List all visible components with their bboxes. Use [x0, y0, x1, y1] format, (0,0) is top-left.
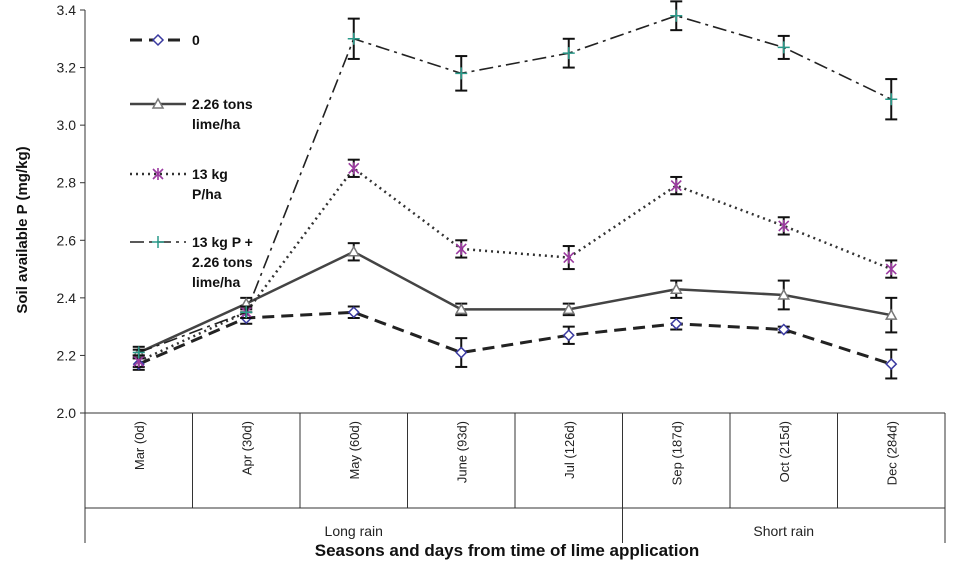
x-category-label: Apr (30d): [239, 421, 254, 475]
data-point: [563, 251, 575, 264]
x-category-label: Oct (215d): [777, 421, 792, 482]
x-category-label: May (60d): [347, 421, 362, 480]
data-point: [151, 33, 165, 47]
x-categories: Mar (0d) Apr (30d) May (60d) June (93d) Jul …: [132, 421, 900, 485]
legend-item-2: 2.26 tons lime/ha: [130, 96, 253, 132]
data-point: [562, 302, 576, 315]
x-category-label: Dec (284d): [884, 421, 899, 485]
season-label: Short rain: [753, 523, 814, 539]
data-point: [454, 302, 468, 315]
x-category-label: Jul (126d): [562, 421, 577, 479]
series-line: [138, 310, 892, 366]
data-point: [562, 47, 575, 60]
data-point: [132, 346, 145, 359]
data-point: [885, 263, 897, 276]
axes: [84, 10, 946, 543]
y-tick-label: 3.2: [57, 60, 77, 76]
y-tick-label: 2.8: [57, 175, 77, 191]
y-tick-label: 2.6: [57, 232, 77, 248]
x-category-label: Mar (0d): [132, 421, 147, 470]
season-label: Long rain: [325, 523, 383, 539]
data-point: [455, 242, 467, 255]
y-tick-label: 3.0: [57, 117, 77, 133]
y-tick-label: 2.4: [57, 290, 77, 306]
y-ticks: 2.0 2.2 2.4 2.6 2.8 3.0 3.2 3.4: [57, 2, 85, 421]
series-line: [138, 250, 892, 354]
data-point: [562, 329, 575, 342]
data-point: [777, 288, 791, 300]
x-category-label: June (93d): [454, 421, 469, 483]
legend-label: 0: [192, 32, 200, 48]
data-point: [777, 41, 790, 54]
legend-item-1: 0: [130, 32, 200, 48]
legend-label: lime/ha: [192, 116, 240, 132]
data-point: [885, 93, 898, 106]
y-axis-label: Soil available P (mg/kg): [14, 146, 31, 313]
series-group: [132, 0, 898, 380]
data-point: [669, 282, 683, 294]
data-point: [151, 97, 165, 109]
x-category-label: Sep (187d): [669, 421, 684, 485]
data-point: [347, 245, 361, 257]
data-point: [777, 323, 790, 336]
legend-label: lime/ha: [192, 274, 240, 290]
data-point: [885, 358, 898, 371]
data-point: [670, 317, 683, 330]
data-point: [455, 67, 468, 80]
series-line: [138, 167, 892, 363]
series-4: [132, 0, 898, 359]
data-point: [670, 179, 682, 192]
legend: 0 2.26 tons lime/ha 13 kg P/ha 13 kg P + 2.26 …: [130, 32, 253, 290]
data-point: [347, 32, 360, 45]
legend-item-3: 13 kg P/ha: [130, 166, 228, 202]
x-axis-label: Seasons and days from time of lime appli…: [315, 541, 699, 560]
data-point: [670, 9, 683, 22]
y-tick-label: 2.2: [57, 347, 77, 363]
data-point: [348, 162, 360, 175]
legend-label: 13 kg: [192, 166, 228, 182]
data-point: [152, 236, 164, 248]
legend-label: 2.26 tons: [192, 96, 253, 112]
series-line: [138, 14, 892, 354]
data-point: [884, 308, 898, 320]
data-point: [347, 306, 360, 319]
y-tick-label: 2.0: [57, 405, 77, 421]
data-point: [455, 346, 468, 359]
legend-label: 2.26 tons: [192, 254, 253, 270]
season-groups: Long rain Short rain: [325, 508, 814, 543]
data-point: [240, 306, 253, 319]
data-point: [778, 219, 790, 232]
legend-label: P/ha: [192, 186, 222, 202]
legend-item-4: 13 kg P + 2.26 tons lime/ha: [130, 234, 253, 290]
data-point: [152, 168, 164, 180]
legend-label: 13 kg P +: [192, 234, 253, 250]
y-tick-label: 3.4: [57, 2, 77, 18]
